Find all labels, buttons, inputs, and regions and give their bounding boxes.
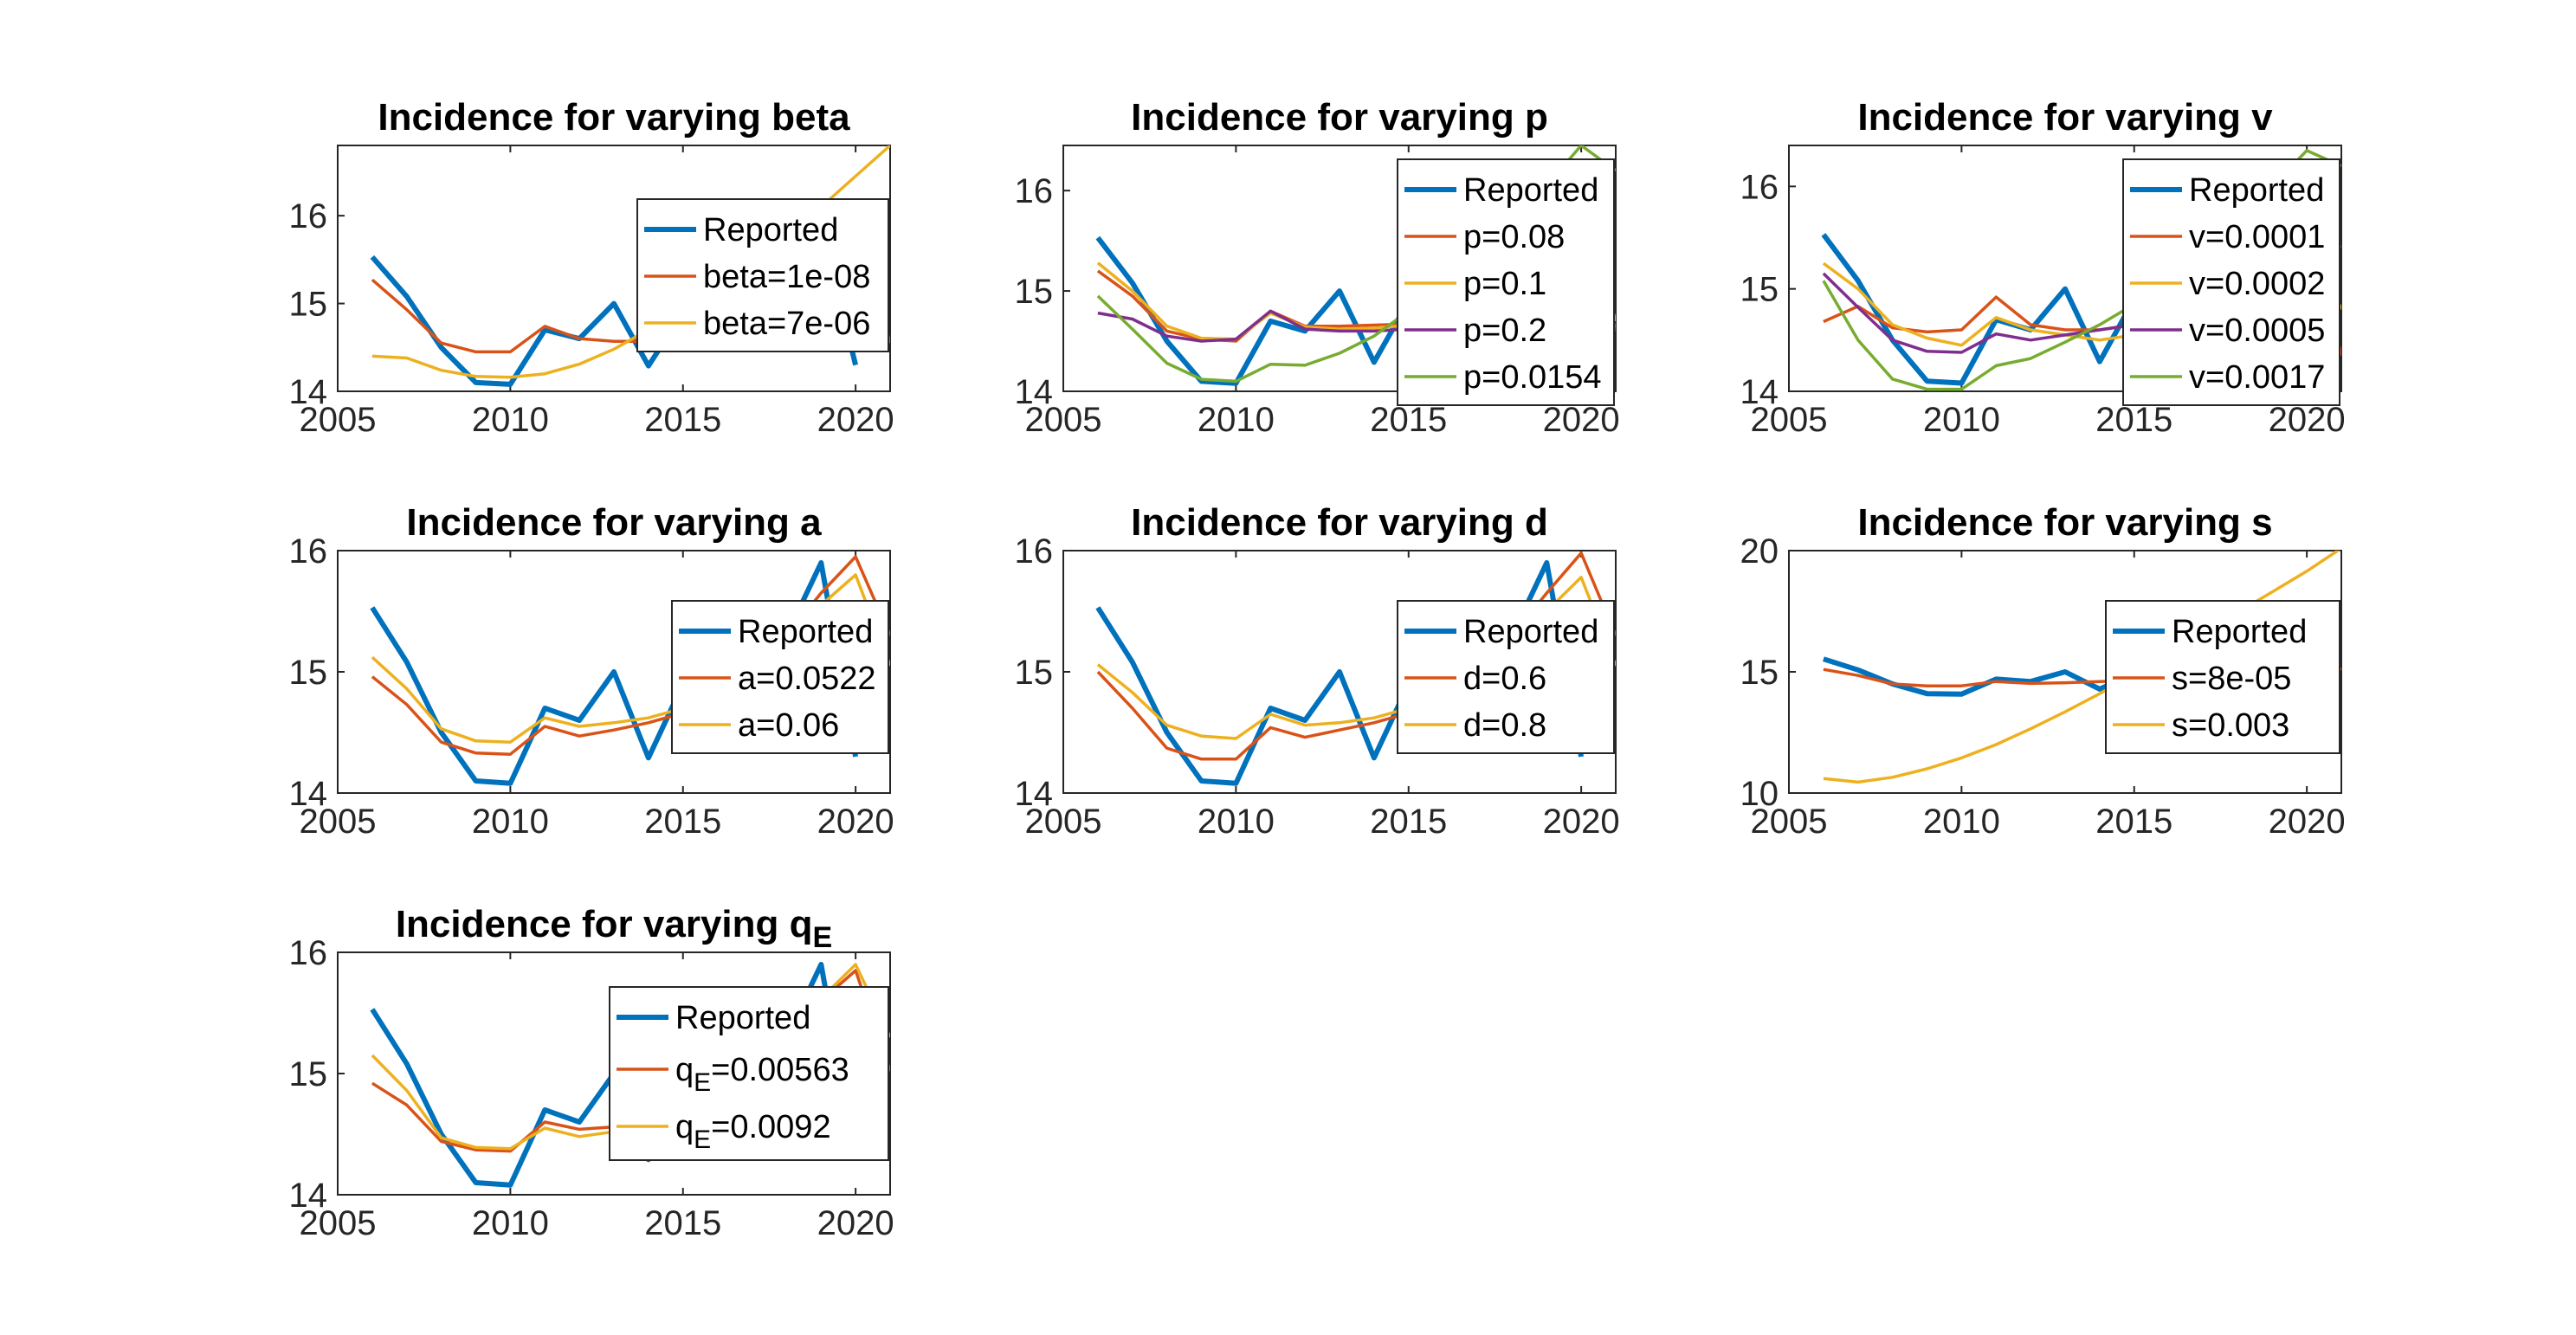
legend-label: p=0.1: [1463, 266, 1546, 302]
subplot-5: Incidence for varying d 2005 2010 2015 2020 1…: [1015, 501, 1620, 841]
x-tick-label: 2015: [644, 401, 721, 439]
legend-label: v=0.0001: [2189, 219, 2325, 255]
y-tick-label: 15: [289, 654, 328, 692]
subplot-7: Incidence for varying qE 2005 2010 2015 2020…: [289, 903, 894, 1242]
y-tick-label: 16: [289, 532, 328, 571]
legend: Reported qE=0.00563 qE=0.0092: [609, 986, 889, 1161]
legend-label: Reported: [1463, 172, 1598, 209]
y-tick-label: 16: [289, 197, 328, 235]
legend-label: Reported: [738, 614, 873, 650]
y-tick-label: 14: [1740, 373, 1779, 411]
x-tick-label: 2020: [817, 401, 894, 439]
legend-label: p=0.0154: [1463, 359, 1602, 396]
x-tick-label: 2015: [1370, 803, 1447, 841]
x-tick-label: 2005: [300, 1204, 377, 1242]
x-tick-label: 2020: [1543, 803, 1620, 841]
x-tick-label: 2010: [1923, 401, 2000, 439]
x-tick-label: 2010: [472, 1204, 549, 1242]
legend-label: Reported: [1463, 614, 1598, 650]
legend-label: s=0.003: [2172, 707, 2289, 744]
y-tick-label: 14: [289, 373, 328, 411]
legend-label: qE=0.00563: [675, 1052, 849, 1097]
legend-label: a=0.0522: [738, 661, 876, 697]
x-tick-label: 2015: [2095, 401, 2172, 439]
y-tick-label: 16: [289, 934, 328, 972]
x-tick-label: 2020: [817, 1204, 894, 1242]
x-tick-label: 2005: [300, 401, 377, 439]
subplot-3: Incidence for varying v 2005 2010 2015 2020 1…: [1740, 96, 2346, 439]
x-tick-label: 2010: [1198, 401, 1275, 439]
y-tick-label: 20: [1740, 532, 1779, 571]
y-tick-label: 15: [289, 286, 328, 324]
x-tick-label: 2010: [1198, 803, 1275, 841]
legend-label: Reported: [675, 1000, 810, 1036]
legend-label: p=0.2: [1463, 313, 1546, 349]
y-tick-label: 14: [289, 1177, 328, 1215]
legend: Reported beta=1e-08 beta=7e-06: [636, 198, 889, 352]
x-tick-label: 2005: [1751, 401, 1828, 439]
x-tick-label: 2005: [1025, 803, 1102, 841]
chart-title: Incidence for varying d: [1131, 501, 1548, 544]
x-tick-label: 2010: [472, 803, 549, 841]
legend-label: v=0.0005: [2189, 313, 2325, 349]
subplot-4: Incidence for varying a 2005 2010 2015 2020 1…: [289, 501, 894, 841]
y-tick-label: 16: [1015, 172, 1054, 210]
chart-title: Incidence for varying v: [1857, 96, 2273, 139]
subplot-2: Incidence for varying p 2005 2010 2015 2020 1…: [1015, 96, 1620, 439]
y-tick-label: 16: [1740, 168, 1779, 206]
subplot-1: Incidence for varying beta 2005 2010 2015 20…: [289, 96, 894, 439]
legend: Reported d=0.6 d=0.8: [1397, 600, 1615, 754]
x-tick-label: 2015: [1370, 401, 1447, 439]
y-tick-label: 14: [289, 775, 328, 813]
chart-title: Incidence for varying qE: [396, 903, 832, 954]
legend-label: v=0.0002: [2189, 266, 2325, 302]
legend: Reported s=8e-05 s=0.003: [2105, 600, 2340, 754]
x-tick-label: 2010: [1923, 803, 2000, 841]
x-tick-label: 2020: [817, 803, 894, 841]
y-tick-label: 10: [1740, 775, 1779, 813]
y-tick-label: 14: [1015, 775, 1054, 813]
y-tick-label: 16: [1015, 532, 1054, 571]
y-tick-label: 15: [1015, 654, 1054, 692]
legend-label: s=8e-05: [2172, 661, 2291, 697]
x-tick-label: 2015: [644, 1204, 721, 1242]
chart-title: Incidence for varying s: [1857, 501, 2272, 544]
x-tick-label: 2015: [644, 803, 721, 841]
y-tick-label: 15: [289, 1055, 328, 1093]
chart-title: Incidence for varying a: [406, 501, 822, 544]
y-tick-label: 14: [1015, 373, 1054, 411]
legend: Reported p=0.08 p=0.1 p=0.2 p=0.0154: [1397, 158, 1615, 406]
legend-label: v=0.0017: [2189, 359, 2325, 396]
x-tick-label: 2005: [1025, 401, 1102, 439]
chart-title: Incidence for varying p: [1131, 96, 1548, 139]
y-tick-label: 15: [1740, 654, 1779, 692]
x-tick-label: 2020: [1543, 401, 1620, 439]
legend-label: a=0.06: [738, 707, 839, 744]
chart-title: Incidence for varying beta: [378, 96, 850, 139]
legend-label: beta=1e-08: [703, 259, 870, 295]
legend-label: beta=7e-06: [703, 306, 870, 342]
legend-label: Reported: [2189, 172, 2324, 209]
y-tick-label: 15: [1740, 271, 1779, 309]
x-tick-label: 2010: [472, 401, 549, 439]
x-tick-label: 2005: [300, 803, 377, 841]
legend-label: d=0.6: [1463, 661, 1546, 697]
x-tick-label: 2015: [2095, 803, 2172, 841]
legend-label: d=0.8: [1463, 707, 1546, 744]
legend-label: qE=0.0092: [675, 1109, 831, 1154]
legend-label: p=0.08: [1463, 219, 1565, 255]
legend-label: Reported: [2172, 614, 2307, 650]
x-tick-label: 2020: [2269, 401, 2346, 439]
x-tick-label: 2020: [2269, 803, 2346, 841]
legend: Reported v=0.0001 v=0.0002 v=0.0005 v=0.0017: [2122, 158, 2340, 406]
legend: Reported a=0.0522 a=0.06: [671, 600, 889, 754]
legend-label: Reported: [703, 212, 838, 248]
y-tick-label: 15: [1015, 273, 1054, 311]
x-tick-label: 2005: [1751, 803, 1828, 841]
